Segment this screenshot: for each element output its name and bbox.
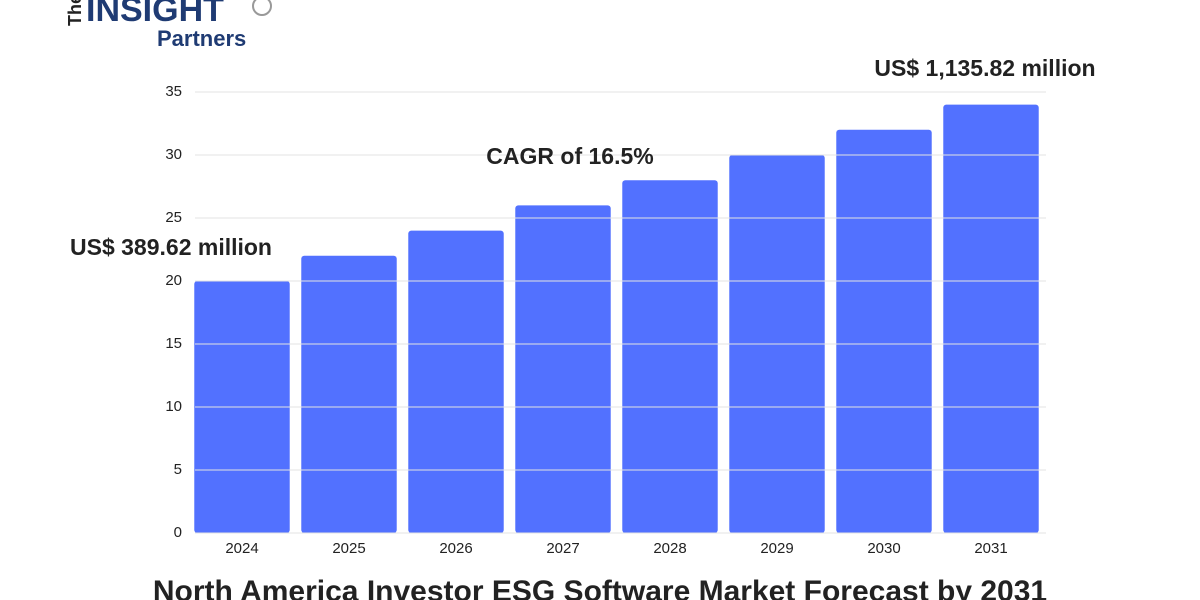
y-tick-label: 20	[165, 272, 182, 289]
x-tick-label: 2026	[439, 540, 472, 557]
y-tick-label: 5	[174, 461, 182, 478]
y-tick-label: 0	[174, 524, 182, 541]
x-tick-label: 2027	[546, 540, 579, 557]
bar	[408, 230, 504, 533]
bar	[622, 180, 718, 533]
annotation: US$ 1,135.82 million	[874, 55, 1095, 81]
x-tick-label: 2028	[653, 540, 686, 557]
y-tick-label: 15	[165, 335, 182, 352]
x-tick-label: 2025	[332, 540, 365, 557]
logo-suffix: Partners	[157, 26, 246, 51]
bar	[836, 129, 932, 534]
logo-name: INSIGHT	[86, 0, 224, 29]
bar	[301, 255, 397, 534]
chart-title: North America Investor ESG Software Mark…	[153, 575, 1047, 600]
x-tick-label: 2031	[974, 540, 1007, 557]
y-tick-label: 10	[165, 398, 182, 415]
x-tick-label: 2030	[867, 540, 900, 557]
y-tick-label: 30	[165, 146, 182, 163]
bar	[943, 104, 1039, 533]
annotation: CAGR of 16.5%	[486, 143, 653, 169]
y-tick-label: 35	[165, 83, 182, 100]
logo-prefix: The	[65, 0, 85, 26]
x-tick-label: 2029	[760, 540, 793, 557]
y-tick-label: 25	[165, 209, 182, 226]
bar	[515, 205, 611, 533]
x-tick-label: 2024	[225, 540, 258, 557]
logo-icon	[252, 0, 272, 16]
annotation: US$ 389.62 million	[70, 234, 272, 260]
